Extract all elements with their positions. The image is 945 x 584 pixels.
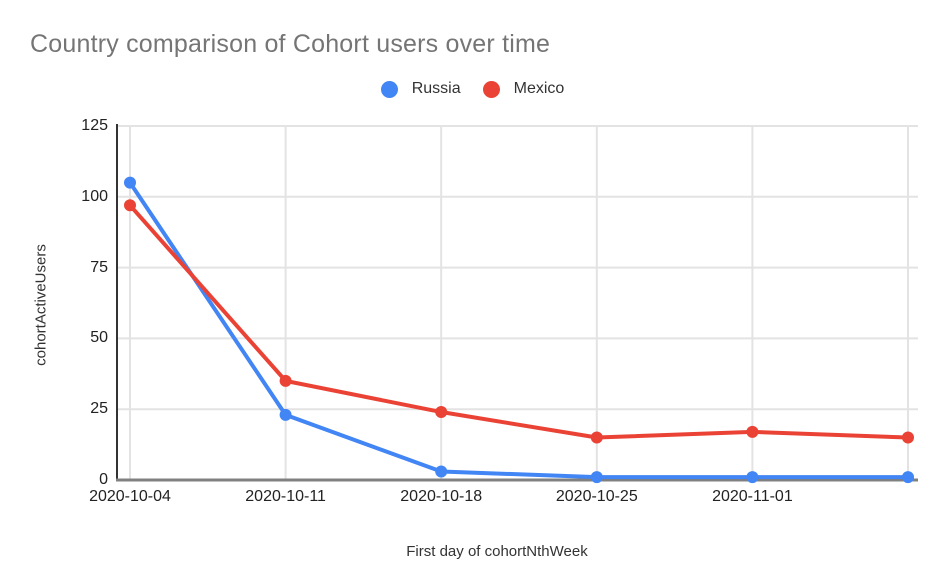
y-tick-label: 75 <box>90 258 108 276</box>
russia-point[interactable] <box>435 465 448 478</box>
x-tick-label: 2020-10-04 <box>89 488 171 505</box>
x-axis-title: First day of cohortNthWeek <box>406 543 588 560</box>
legend: Russia Mexico <box>0 79 945 99</box>
x-tick-label: 2020-11-01 <box>712 488 793 505</box>
mexico-line <box>128 203 910 440</box>
y-tick-label: 100 <box>81 187 108 205</box>
mexico-point[interactable] <box>902 431 914 444</box>
x-tick-label: 2020-10-25 <box>555 488 638 505</box>
legend-label-mexico: Mexico <box>513 80 565 97</box>
y-tick-label: 50 <box>90 329 108 347</box>
russia-point[interactable] <box>124 176 136 189</box>
chart-title: Country comparison of Cohort users over … <box>30 30 551 58</box>
y-tick-label: 125 <box>81 117 108 134</box>
mexico-point[interactable] <box>746 425 759 438</box>
mexico-point[interactable] <box>590 431 603 444</box>
y-tick-label: 0 <box>99 471 108 488</box>
russia-point[interactable] <box>746 471 759 484</box>
y-tick-label: 25 <box>90 400 108 418</box>
x-tick-label: 2020-10-18 <box>400 488 483 505</box>
x-tick-label: 2020-10-11 <box>245 488 326 505</box>
mexico-point[interactable] <box>279 374 292 387</box>
russia-point[interactable] <box>590 471 603 484</box>
legend-item-mexico[interactable]: Mexico <box>482 80 565 98</box>
russia-point[interactable] <box>279 408 292 421</box>
mexico-point[interactable] <box>124 199 136 212</box>
legend-label-russia: Russia <box>411 80 461 97</box>
russia-legend-dot-icon <box>380 80 398 98</box>
russia-point[interactable] <box>902 471 914 484</box>
legend-item-russia[interactable]: Russia <box>380 80 461 98</box>
russia-line <box>128 180 910 480</box>
mexico-legend-dot-icon <box>482 80 500 98</box>
mexico-point[interactable] <box>435 406 448 419</box>
